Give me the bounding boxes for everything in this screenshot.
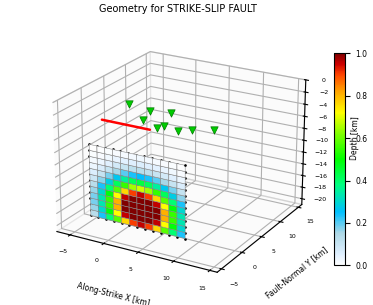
- Y-axis label: Fault-Normal Y [km]: Fault-Normal Y [km]: [264, 245, 329, 300]
- X-axis label: Along-Strike X [km]: Along-Strike X [km]: [76, 281, 151, 305]
- Title: Geometry for STRIKE-SLIP FAULT: Geometry for STRIKE-SLIP FAULT: [99, 4, 257, 14]
